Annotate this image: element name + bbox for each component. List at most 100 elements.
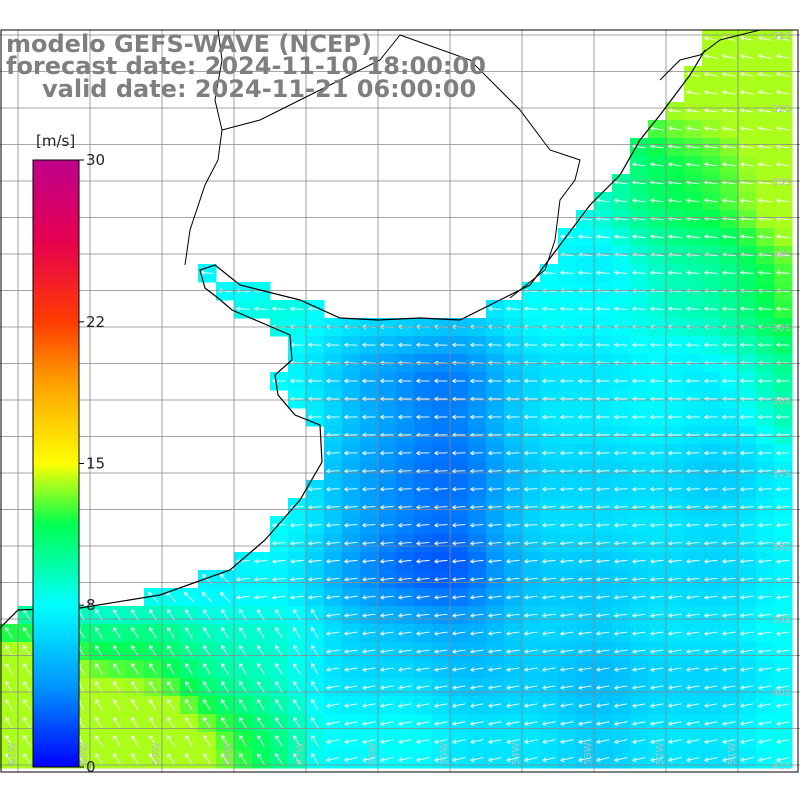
wind-arrow-head (686, 306, 691, 310)
wind-arrow-head (704, 199, 709, 203)
wind-arrow (668, 631, 682, 635)
wind-arrow-head (506, 649, 511, 653)
wind-arrow (398, 739, 412, 743)
wind-arrow-head (452, 396, 457, 400)
wind-arrow-head (704, 595, 709, 599)
wind-arrow-head (149, 609, 154, 612)
wind-arrow-head (308, 595, 313, 599)
wind-arrow-head (434, 757, 438, 761)
wind-arrow-head (758, 108, 763, 111)
wind-arrow-head (758, 452, 763, 456)
wind-arrow (344, 667, 358, 671)
wind-arrow-head (344, 685, 349, 689)
wind-arrow-head (722, 162, 727, 165)
wind-arrow-head (722, 723, 727, 726)
wind-arrow-head (704, 504, 709, 508)
wind-arrow-head (650, 525, 655, 528)
wind-arrow-head (776, 432, 781, 436)
wind-arrow-head (524, 308, 529, 312)
wind-arrow-head (236, 290, 241, 294)
wind-arrow (398, 541, 412, 545)
wind-arrow-head (704, 108, 709, 111)
wind-arrow-head (506, 452, 511, 456)
wind-arrow-head (686, 486, 691, 490)
wind-arrow (650, 595, 664, 599)
wind-arrow-head (740, 687, 745, 690)
wind-arrow-head (488, 507, 493, 510)
wind-arrow (542, 506, 556, 508)
wind-arrow (668, 199, 682, 203)
wind-arrow (668, 308, 682, 310)
wind-arrow-head (776, 705, 781, 708)
wind-arrow-head (524, 344, 529, 348)
wind-arrow (488, 524, 502, 526)
wind-arrow-head (596, 739, 600, 743)
wind-arrow-head (632, 450, 637, 454)
wind-arrow-head (221, 699, 226, 702)
wind-arrow-head (614, 651, 619, 654)
wind-arrow-head (740, 522, 745, 526)
wind-arrow-head (398, 522, 403, 526)
wind-arrow-head (560, 615, 565, 618)
wind-arrow-head (416, 543, 421, 546)
wind-arrow-head (614, 450, 619, 454)
wind-arrow-head (596, 416, 601, 420)
wind-arrow-head (416, 522, 421, 526)
wind-arrow-head (239, 717, 244, 720)
wind-arrow (95, 735, 103, 747)
wind-arrow-head (326, 488, 331, 492)
latitude-label: 33S (772, 177, 791, 188)
wind-arrow (668, 109, 682, 113)
wind-arrow-head (5, 699, 10, 702)
wind-arrow (275, 753, 283, 765)
wind-arrow (704, 559, 718, 563)
wind-arrow-head (149, 753, 154, 756)
wind-arrow-head (740, 540, 745, 544)
wind-arrow-head (740, 543, 745, 546)
wind-arrow-head (398, 525, 403, 528)
wind-arrow (578, 235, 592, 239)
wind-arrow (704, 163, 718, 167)
wind-arrow (203, 627, 211, 639)
wind-arrow-head (614, 324, 619, 328)
wind-arrow-head (290, 559, 295, 562)
wind-arrow-head (686, 723, 691, 726)
wind-arrow-head (434, 416, 439, 420)
wind-arrow-head (470, 559, 475, 562)
wind-arrow-head (506, 486, 511, 490)
wind-arrow-head (686, 507, 691, 510)
wind-arrow-head (704, 579, 709, 582)
wind-arrow-head (416, 577, 421, 581)
wind-arrow-head (506, 488, 511, 492)
wind-arrow-head (470, 721, 474, 725)
wind-arrow-head (488, 522, 493, 526)
wind-arrow (704, 506, 718, 508)
wind-arrow-head (290, 396, 295, 400)
wind-arrow-head (560, 486, 565, 490)
wind-arrow-head (614, 613, 619, 617)
wind-arrow (185, 627, 193, 639)
wind-arrow (506, 757, 520, 761)
wind-arrow (308, 524, 322, 526)
wind-arrow-head (614, 416, 619, 420)
wind-arrow-head (221, 753, 226, 756)
wind-arrow (722, 577, 736, 581)
wind-arrow-head (740, 235, 745, 239)
wind-arrow (578, 613, 592, 617)
wind-arrow (416, 739, 430, 743)
wind-arrow (722, 721, 736, 725)
wind-arrow (776, 559, 790, 563)
wind-arrow-head (344, 595, 349, 599)
wind-arrow-head (704, 198, 709, 201)
wind-arrow-head (488, 432, 493, 436)
wind-arrow-head (308, 577, 313, 581)
wind-arrow (398, 667, 412, 671)
colorbar (32, 159, 80, 768)
wind-arrow-head (650, 504, 655, 508)
wind-arrow (722, 163, 736, 167)
wind-arrow-head (560, 324, 565, 328)
wind-arrow-head (650, 254, 655, 258)
wind-arrow-head (344, 613, 349, 617)
wind-arrow-head (452, 651, 457, 654)
